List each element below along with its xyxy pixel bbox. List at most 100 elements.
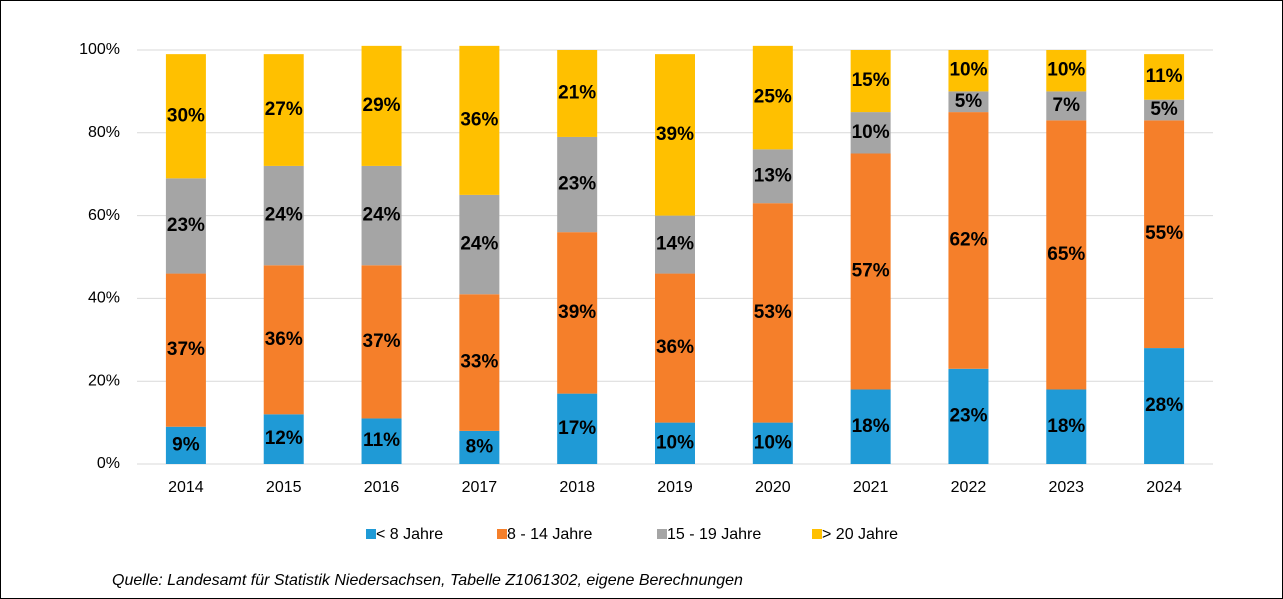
data-label: 24%: [265, 205, 303, 226]
source-note: Quelle: Landesamt für Statistik Niedersa…: [112, 572, 743, 589]
data-label: 39%: [558, 302, 596, 323]
bar-segment: [263, 54, 304, 166]
legend-swatch: [657, 529, 667, 539]
data-label: 53%: [754, 302, 792, 323]
bar-segment: [1144, 99, 1185, 121]
bar-segment: [655, 215, 695, 274]
x-tick-label: 2019: [657, 479, 693, 496]
bar-segment: [850, 112, 891, 154]
legend-swatch: [497, 529, 507, 539]
bar-segment: [557, 136, 598, 233]
bar-segment: [1046, 120, 1087, 390]
data-label: 36%: [656, 337, 694, 358]
bar-segment: [361, 165, 402, 266]
x-tick-label: 2014: [168, 479, 204, 496]
bar-segment: [165, 178, 206, 274]
data-label: 14%: [656, 234, 694, 255]
bar-segment: [1046, 91, 1087, 121]
bar-segment: [361, 265, 402, 419]
bar-segment: [459, 45, 500, 195]
bar-segment: [1046, 389, 1087, 464]
bar-segment: [1144, 120, 1185, 349]
bar-segment: [655, 422, 695, 464]
legend-label: > 20 Jahre: [822, 526, 898, 543]
data-label: 23%: [558, 174, 596, 195]
bar-segment: [361, 45, 402, 166]
bar-segment: [557, 50, 598, 137]
legend-label: < 8 Jahre: [376, 526, 443, 543]
data-label: 5%: [955, 91, 983, 112]
bar-segment: [263, 165, 304, 266]
x-tick-label: 2020: [755, 479, 791, 496]
y-tick-label: 40%: [88, 290, 120, 307]
data-label: 25%: [754, 87, 792, 108]
x-tick-label: 2015: [266, 479, 302, 496]
y-tick-label: 60%: [88, 207, 120, 224]
y-tick-label: 20%: [88, 372, 120, 389]
data-label: 57%: [852, 261, 890, 282]
legend-label: 8 - 14 Jahre: [507, 526, 592, 543]
data-label: 10%: [852, 122, 890, 143]
data-label: 13%: [754, 165, 792, 186]
bar-segment: [459, 430, 500, 464]
data-label: 15%: [852, 70, 890, 91]
data-label: 11%: [363, 430, 400, 451]
x-tick-label: 2016: [364, 479, 400, 496]
bar-segment: [850, 153, 891, 390]
bar-segment: [850, 389, 891, 464]
data-label: 30%: [167, 105, 205, 126]
y-tick-label: 80%: [88, 124, 120, 141]
data-label: 21%: [558, 82, 596, 103]
bar-segment: [655, 273, 695, 423]
bar-segment: [459, 294, 500, 431]
x-tick-label: 2023: [1048, 479, 1084, 496]
data-label: 18%: [852, 416, 890, 437]
y-tick-label: 0%: [97, 455, 120, 472]
data-label: 29%: [363, 95, 401, 116]
data-label: 11%: [1146, 66, 1183, 87]
data-label: 24%: [363, 205, 401, 226]
bar-segment: [165, 54, 206, 179]
data-label: 24%: [460, 234, 498, 255]
x-tick-label: 2022: [951, 479, 987, 496]
data-label: 10%: [656, 432, 694, 453]
data-label: 8%: [466, 436, 494, 457]
data-label: 37%: [167, 339, 205, 360]
bar-segment: [557, 393, 598, 464]
data-label: 7%: [1053, 95, 1081, 116]
data-label: 39%: [656, 124, 694, 145]
x-tick-label: 2018: [559, 479, 595, 496]
bar-segment: [655, 54, 695, 216]
bar-segment: [752, 422, 793, 464]
bar-segment: [361, 418, 402, 464]
data-label: 36%: [460, 109, 498, 130]
data-label: 12%: [265, 428, 303, 449]
data-label: 17%: [558, 418, 596, 439]
y-tick-label: 100%: [79, 41, 120, 58]
x-tick-label: 2021: [853, 479, 889, 496]
x-tick-label: 2024: [1146, 479, 1182, 496]
data-label: 9%: [172, 434, 200, 455]
data-label: 28%: [1145, 395, 1183, 416]
bar-segment: [948, 50, 989, 92]
bar-segment: [1144, 348, 1185, 464]
bar-segment: [165, 426, 206, 464]
data-label: 33%: [460, 352, 498, 373]
bar-segment: [165, 273, 206, 427]
data-label: 23%: [949, 405, 987, 426]
data-label: 18%: [1047, 416, 1085, 437]
data-label: 27%: [265, 99, 303, 120]
data-label: 5%: [1150, 99, 1178, 120]
bar-segment: [948, 91, 989, 113]
bar-segment: [948, 368, 989, 464]
bar-segment: [1046, 50, 1087, 92]
data-label: 55%: [1145, 223, 1183, 244]
bar-segment: [1144, 54, 1185, 100]
legend-label: 15 - 19 Jahre: [667, 526, 761, 543]
bar-segment: [752, 149, 793, 204]
data-label: 37%: [363, 331, 401, 352]
bar-segment: [752, 45, 793, 150]
legend-swatch: [366, 529, 376, 539]
data-label: 10%: [1047, 60, 1085, 81]
